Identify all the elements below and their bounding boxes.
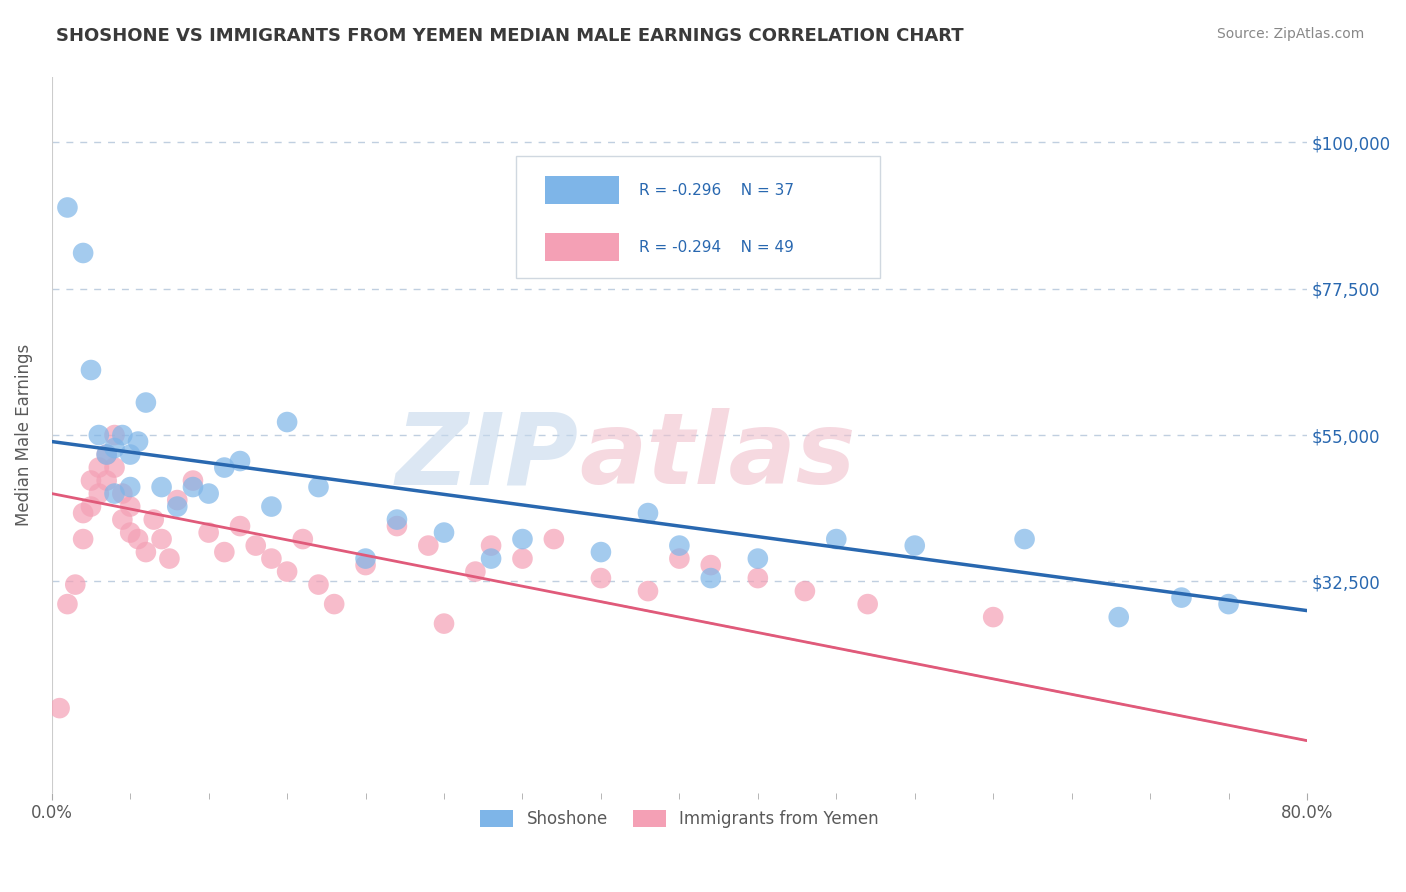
Point <box>96 448 118 462</box>
Point <box>197 486 219 500</box>
Point <box>260 500 283 514</box>
Point <box>385 519 408 533</box>
Point <box>72 246 94 260</box>
Point <box>127 434 149 449</box>
Y-axis label: Median Male Earnings: Median Male Earnings <box>15 344 32 526</box>
Point <box>229 454 252 468</box>
Point <box>87 428 110 442</box>
Point <box>1218 597 1240 611</box>
Point <box>512 532 534 546</box>
Point <box>181 474 204 488</box>
Point <box>354 558 377 573</box>
Point <box>354 551 377 566</box>
Point <box>103 441 125 455</box>
Point <box>637 584 659 599</box>
Point <box>80 474 103 488</box>
Text: ZIP: ZIP <box>396 408 579 505</box>
Text: Source: ZipAtlas.com: Source: ZipAtlas.com <box>1216 27 1364 41</box>
Point <box>433 525 456 540</box>
Point <box>323 597 346 611</box>
Point <box>65 577 87 591</box>
Point <box>308 480 330 494</box>
Point <box>150 480 173 494</box>
Point <box>793 584 815 599</box>
Point <box>825 532 848 546</box>
Point <box>1014 532 1036 546</box>
Point <box>291 532 314 546</box>
Point <box>197 525 219 540</box>
FancyBboxPatch shape <box>546 176 619 204</box>
Point <box>385 512 408 526</box>
Point <box>479 539 502 553</box>
Point <box>1108 610 1130 624</box>
Point <box>464 565 486 579</box>
Point <box>96 448 118 462</box>
Point <box>87 460 110 475</box>
Point <box>135 545 157 559</box>
Point <box>589 545 612 559</box>
FancyBboxPatch shape <box>546 234 619 261</box>
Point <box>103 428 125 442</box>
Point <box>433 616 456 631</box>
Point <box>637 506 659 520</box>
Point <box>135 395 157 409</box>
Point <box>308 577 330 591</box>
Point <box>72 532 94 546</box>
Point <box>120 525 142 540</box>
Text: R = -0.294    N = 49: R = -0.294 N = 49 <box>640 240 794 255</box>
Point <box>56 597 79 611</box>
Point <box>166 500 188 514</box>
Point <box>747 551 769 566</box>
Point <box>276 415 298 429</box>
Legend: Shoshone, Immigrants from Yemen: Shoshone, Immigrants from Yemen <box>472 803 886 834</box>
Text: SHOSHONE VS IMMIGRANTS FROM YEMEN MEDIAN MALE EARNINGS CORRELATION CHART: SHOSHONE VS IMMIGRANTS FROM YEMEN MEDIAN… <box>56 27 965 45</box>
Point <box>127 532 149 546</box>
Point <box>72 506 94 520</box>
Point <box>80 363 103 377</box>
Point <box>159 551 181 566</box>
Point <box>142 512 165 526</box>
Point <box>479 551 502 566</box>
Point <box>87 486 110 500</box>
Point <box>543 532 565 546</box>
Point <box>120 500 142 514</box>
Point <box>668 539 690 553</box>
Point <box>245 539 267 553</box>
Point <box>111 512 134 526</box>
Point <box>111 428 134 442</box>
Point <box>904 539 927 553</box>
Point <box>589 571 612 585</box>
Point <box>1170 591 1192 605</box>
Point <box>418 539 440 553</box>
Point <box>120 480 142 494</box>
Point <box>214 460 236 475</box>
Point <box>700 558 723 573</box>
Point <box>512 551 534 566</box>
Point <box>96 474 118 488</box>
Point <box>700 571 723 585</box>
FancyBboxPatch shape <box>516 156 880 277</box>
Point <box>111 486 134 500</box>
Point <box>56 201 79 215</box>
Point <box>103 460 125 475</box>
Point <box>981 610 1004 624</box>
Point <box>103 486 125 500</box>
Point <box>856 597 879 611</box>
Point <box>747 571 769 585</box>
Text: atlas: atlas <box>579 408 855 505</box>
Point <box>276 565 298 579</box>
Point <box>80 500 103 514</box>
Point <box>48 701 70 715</box>
Point <box>150 532 173 546</box>
Text: R = -0.296    N = 37: R = -0.296 N = 37 <box>640 183 794 198</box>
Point <box>181 480 204 494</box>
Point <box>214 545 236 559</box>
Point <box>260 551 283 566</box>
Point <box>229 519 252 533</box>
Point <box>166 493 188 508</box>
Point <box>120 448 142 462</box>
Point <box>668 551 690 566</box>
